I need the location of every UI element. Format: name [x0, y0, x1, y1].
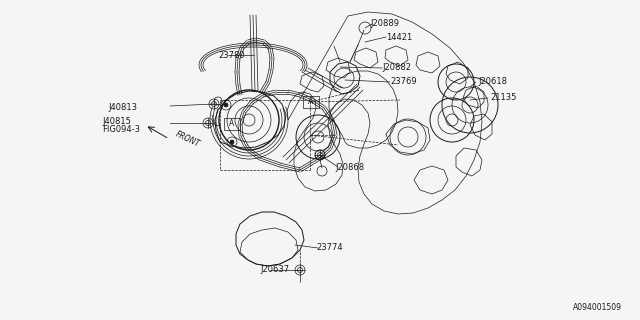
Text: J40813: J40813 [108, 102, 137, 111]
Text: J20889: J20889 [370, 20, 399, 28]
Text: J20637: J20637 [260, 265, 289, 274]
Text: A: A [229, 119, 235, 129]
Text: J20618: J20618 [478, 77, 507, 86]
Text: FRONT: FRONT [174, 130, 202, 149]
Text: A: A [308, 98, 314, 107]
Text: 23774: 23774 [316, 244, 342, 252]
Circle shape [224, 103, 228, 107]
Text: A094001509: A094001509 [573, 303, 622, 312]
Text: 23769: 23769 [390, 77, 417, 86]
Text: J20882: J20882 [382, 63, 411, 73]
Text: 14421: 14421 [386, 33, 412, 42]
Text: J40815: J40815 [102, 117, 131, 126]
Text: J20868: J20868 [335, 164, 364, 172]
Text: FIG094-3: FIG094-3 [102, 124, 140, 133]
Circle shape [230, 140, 234, 144]
Text: 23780: 23780 [218, 51, 244, 60]
Text: 21135: 21135 [490, 93, 516, 102]
